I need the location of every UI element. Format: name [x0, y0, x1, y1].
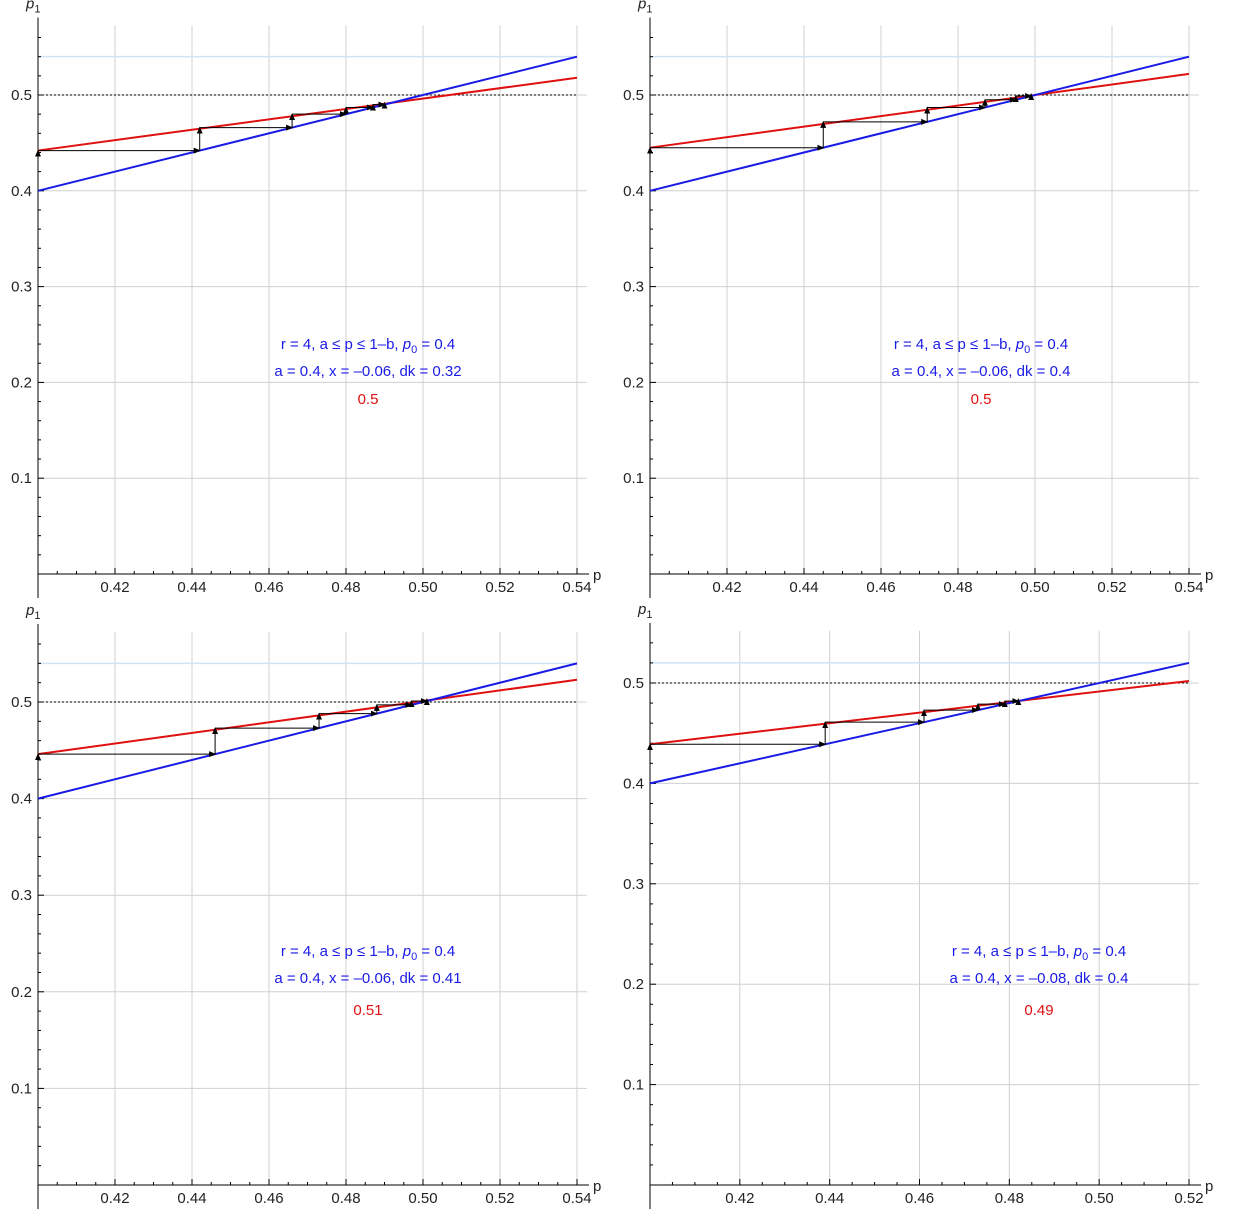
x-tick-label: 0.44 — [815, 1190, 844, 1207]
annotation-parameters-line1: r = 4, a ≤ p ≤ 1–b, p0 = 0.4 — [281, 943, 455, 963]
y-tick-label: 0.5 — [623, 87, 644, 104]
x-tick-label: 0.42 — [725, 1190, 754, 1207]
y-tick-label: 0.1 — [11, 1080, 32, 1097]
x-axis-label: p — [1205, 1178, 1213, 1195]
annotation-fixed-point-value: 0.5 — [971, 391, 992, 408]
x-tick-label: 0.52 — [485, 579, 514, 596]
y-axis-label: p1 — [25, 602, 40, 622]
y-tick-label: 0.2 — [623, 374, 644, 391]
y-tick-label: 0.4 — [11, 791, 32, 808]
chart-panel-4: 0.42 0.44 0.46 0.48 0.50 0.52 0.1 0.2 0.3 0.4 0.5 p… — [623, 601, 1213, 1209]
y-tick-label: 0.3 — [11, 887, 32, 904]
axes: 0.42 0.44 0.46 0.48 0.50 0.52 0.1 0.2 0.3 0.4 0.5 — [623, 622, 1204, 1209]
x-axis-label: p — [593, 1178, 601, 1195]
x-tick-label: 0.52 — [485, 1190, 514, 1207]
x-tick-label: 0.44 — [789, 579, 818, 596]
x-tick-label: 0.52 — [1174, 1190, 1203, 1207]
x-tick-label: 0.50 — [1020, 579, 1049, 596]
x-tick-label: 0.46 — [866, 579, 895, 596]
x-tick-label: 0.44 — [177, 1190, 206, 1207]
gridlines — [38, 25, 587, 574]
y-tick-label: 0.5 — [623, 675, 644, 692]
x-tick-label: 0.48 — [331, 579, 360, 596]
y-axis-label: p1 — [25, 0, 40, 16]
annotation-parameters-line2: a = 0.4, x = –0.06, dk = 0.41 — [274, 970, 461, 987]
y-axis-label: p1 — [637, 601, 652, 621]
x-axis-label: p — [1205, 567, 1213, 584]
x-tick-label: 0.48 — [943, 579, 972, 596]
x-tick-label: 0.42 — [100, 1190, 129, 1207]
cobweb-path — [35, 101, 388, 159]
y-tick-label: 0.4 — [11, 183, 32, 200]
annotation-parameters-line2: a = 0.4, x = –0.06, dk = 0.32 — [274, 363, 461, 380]
y-tick-label: 0.1 — [623, 1077, 644, 1094]
gridlines — [38, 632, 587, 1185]
y-tick-label: 0.2 — [11, 374, 32, 391]
y-tick-label: 0.1 — [11, 470, 32, 487]
x-tick-label: 0.48 — [331, 1190, 360, 1207]
y-tick-label: 0.3 — [623, 876, 644, 893]
annotation-parameters-line2: a = 0.4, x = –0.08, dk = 0.4 — [950, 970, 1129, 987]
chart-panel-3: 0.42 0.44 0.46 0.48 0.50 0.52 0.54 0.1 0.2 0.3 0.4… — [11, 602, 601, 1209]
y-tick-label: 0.3 — [623, 279, 644, 296]
y-tick-label: 0.3 — [11, 279, 32, 296]
chart-panel-1: 0.42 0.44 0.46 0.48 0.50 0.52 0.54 0.1 0.2 0.3 0.4… — [11, 0, 601, 598]
axes: 0.42 0.44 0.46 0.48 0.50 0.52 0.54 0.1 0.2 0.3 0.4… — [11, 17, 592, 598]
annotation-fixed-point-value: 0.49 — [1024, 1002, 1053, 1019]
annotation-fixed-point-value: 0.51 — [353, 1002, 382, 1019]
cobweb-path — [647, 92, 1035, 156]
cobweb-path — [35, 698, 430, 763]
axes: 0.42 0.44 0.46 0.48 0.50 0.52 0.54 0.1 0.2 0.3 0.4… — [623, 17, 1204, 598]
y-tick-label: 0.5 — [11, 87, 32, 104]
y-tick-label: 0.2 — [11, 984, 32, 1001]
x-tick-label: 0.54 — [562, 579, 591, 596]
red-series-line — [37, 678, 578, 756]
x-tick-label: 0.54 — [562, 1190, 591, 1207]
x-tick-label: 0.52 — [1097, 579, 1126, 596]
chart-panel-2: 0.42 0.44 0.46 0.48 0.50 0.52 0.54 0.1 0.2 0.3 0.4… — [623, 0, 1213, 598]
annotation-fixed-point-value: 0.5 — [358, 391, 379, 408]
y-tick-label: 0.4 — [623, 775, 644, 792]
x-tick-label: 0.48 — [995, 1190, 1024, 1207]
x-tick-label: 0.50 — [1085, 1190, 1114, 1207]
y-tick-label: 0.4 — [623, 183, 644, 200]
axes: 0.42 0.44 0.46 0.48 0.50 0.52 0.54 0.1 0.2 0.3 0.4… — [11, 624, 592, 1209]
x-tick-label: 0.46 — [905, 1190, 934, 1207]
y-tick-label: 0.5 — [11, 694, 32, 711]
blue-series-line — [37, 662, 578, 800]
x-tick-label: 0.42 — [100, 579, 129, 596]
x-tick-label: 0.44 — [177, 579, 206, 596]
y-axis-label: p1 — [637, 0, 652, 16]
x-tick-label: 0.42 — [712, 579, 741, 596]
x-axis-label: p — [593, 567, 601, 584]
gridlines — [650, 630, 1199, 1185]
gridlines — [650, 25, 1199, 574]
y-tick-label: 0.1 — [623, 470, 644, 487]
annotation-parameters-line2: a = 0.4, x = –0.06, dk = 0.4 — [892, 363, 1071, 380]
annotation-parameters-line1: r = 4, a ≤ p ≤ 1–b, p0 = 0.4 — [281, 336, 455, 356]
cobweb-path — [647, 698, 1022, 753]
x-tick-label: 0.50 — [408, 579, 437, 596]
y-tick-label: 0.2 — [623, 976, 644, 993]
red-series-line — [649, 72, 1190, 149]
x-tick-label: 0.46 — [254, 579, 283, 596]
annotation-parameters-line1: r = 4, a ≤ p ≤ 1–b, p0 = 0.4 — [894, 336, 1068, 356]
x-tick-label: 0.46 — [254, 1190, 283, 1207]
x-tick-label: 0.50 — [408, 1190, 437, 1207]
red-series-line — [649, 679, 1190, 746]
blue-series-line — [37, 55, 578, 192]
annotation-parameters-line1: r = 4, a ≤ p ≤ 1–b, p0 = 0.4 — [952, 943, 1126, 963]
blue-series-line — [649, 55, 1190, 192]
x-tick-label: 0.54 — [1174, 579, 1203, 596]
